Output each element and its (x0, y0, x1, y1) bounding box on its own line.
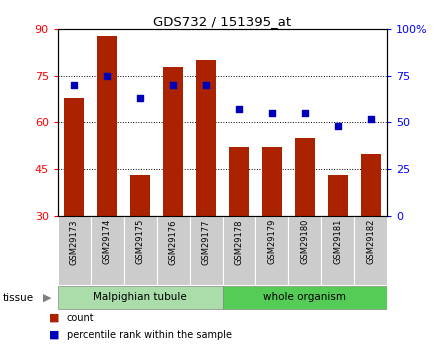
Point (334, 124, 341, 129)
Bar (196, 60, 216, 216)
Bar (354, 216, 387, 285)
Text: ■: ■ (49, 313, 60, 323)
Bar (157, 216, 190, 285)
Bar (361, 154, 380, 216)
Bar (222, 286, 387, 309)
Text: ■: ■ (49, 330, 60, 340)
Text: whole organism: whole organism (263, 292, 346, 302)
Bar (163, 67, 183, 216)
Point (268, 110, 275, 116)
Text: GSM29179: GSM29179 (267, 219, 276, 265)
Point (137, 96, 144, 101)
Bar (321, 216, 354, 285)
Bar (58, 286, 222, 309)
Bar (58, 216, 91, 285)
Bar (130, 175, 150, 216)
Bar (65, 98, 84, 216)
Bar (328, 175, 348, 216)
Bar (190, 216, 222, 285)
Bar (229, 147, 249, 216)
Point (71, 82, 78, 88)
Text: percentile rank within the sample: percentile rank within the sample (67, 330, 232, 340)
Point (104, 73, 111, 79)
Bar (91, 216, 124, 285)
Bar (295, 138, 315, 216)
Text: GSM29178: GSM29178 (235, 219, 243, 265)
Point (235, 107, 243, 112)
Text: count: count (67, 313, 94, 323)
Point (202, 82, 210, 88)
Bar (124, 216, 157, 285)
Point (301, 110, 308, 116)
Point (170, 82, 177, 88)
Text: tissue: tissue (2, 293, 33, 303)
Text: GSM29173: GSM29173 (70, 219, 79, 265)
Text: GSM29177: GSM29177 (202, 219, 210, 265)
Bar (262, 147, 282, 216)
Text: GSM29182: GSM29182 (366, 219, 375, 265)
Text: GSM29180: GSM29180 (300, 219, 309, 265)
Title: GDS732 / 151395_at: GDS732 / 151395_at (154, 15, 291, 28)
Text: GSM29181: GSM29181 (333, 219, 342, 265)
Text: GSM29176: GSM29176 (169, 219, 178, 265)
Bar (255, 216, 288, 285)
Bar (288, 216, 321, 285)
Bar (97, 36, 117, 216)
Text: ▶: ▶ (42, 293, 51, 303)
Text: GSM29174: GSM29174 (103, 219, 112, 265)
Point (367, 116, 374, 121)
Text: Malpighian tubule: Malpighian tubule (93, 292, 187, 302)
Text: GSM29175: GSM29175 (136, 219, 145, 265)
Bar (222, 216, 255, 285)
